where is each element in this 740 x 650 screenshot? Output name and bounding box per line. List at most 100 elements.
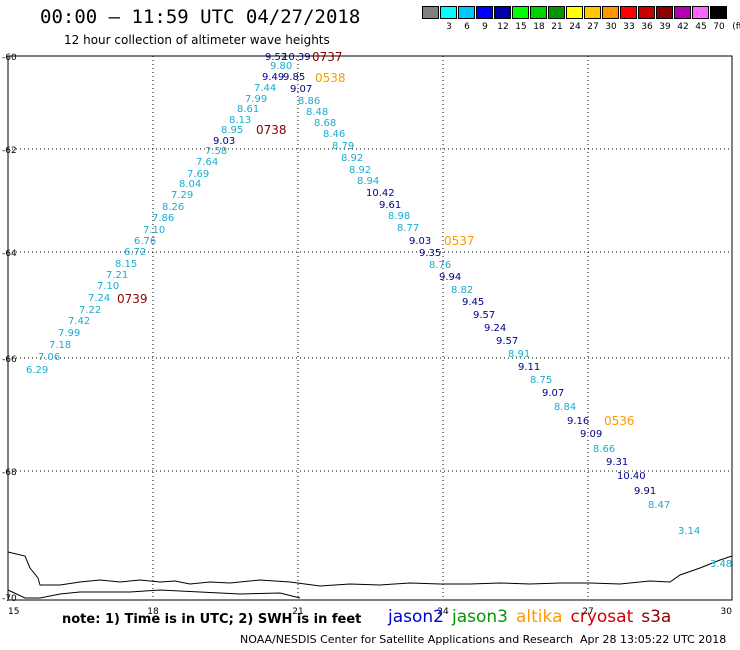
legend-swatch [458, 6, 475, 19]
pass-time-label: 0536 [604, 414, 635, 428]
legend-swatch [566, 6, 583, 19]
y-tick-label: -60 [2, 53, 17, 63]
satellite-label: cryosat [570, 607, 634, 627]
x-tick-label: 21 [292, 607, 303, 617]
wave-height-label: 8.48 [306, 107, 328, 118]
x-tick-label: 24 [437, 607, 449, 617]
wave-height-label: 9.16 [567, 416, 589, 427]
wave-height-label: 8.79 [332, 141, 354, 152]
wave-height-label: 9.57 [496, 336, 518, 347]
satellite-label: jason3 [452, 607, 508, 627]
wave-height-label: 6.76 [134, 236, 156, 247]
legend-swatch-label: 70 [713, 22, 725, 32]
wave-height-label: 7.64 [196, 157, 218, 168]
wave-height-label: 7.99 [58, 328, 80, 339]
legend-swatch-label: 36 [641, 22, 653, 32]
wave-height-label: 6.72 [124, 247, 146, 258]
legend-swatch [476, 6, 493, 19]
wave-height-label: 3.48 [710, 559, 732, 570]
legend-swatch [584, 6, 601, 19]
legend-unit: (ft) [732, 22, 740, 32]
legend-swatch [530, 6, 547, 19]
legend-swatch-label: 3 [446, 22, 452, 32]
wave-height-label: 8.66 [593, 444, 615, 455]
legend-swatch-label: 27 [587, 22, 599, 32]
legend-swatch [656, 6, 673, 19]
y-tick-labels: -60 -62 -64 -66 -68 -70 [2, 53, 17, 604]
credit-line: NOAA/NESDIS Center for Satellite Applica… [240, 633, 574, 646]
wave-height-label: 7.29 [171, 190, 193, 201]
legend-swatch-label: 33 [623, 22, 635, 32]
legend-swatch-label: 39 [659, 22, 671, 32]
y-tick-label: -70 [2, 594, 17, 604]
wave-height-label: 8.98 [388, 211, 410, 222]
wave-height-label: 7.22 [79, 305, 101, 316]
wave-height-label: 7.99 [245, 94, 267, 105]
legend-swatch [674, 6, 691, 19]
wave-height-label: 9.61 [379, 200, 401, 211]
legend-swatch-label: 24 [569, 22, 581, 32]
legend-swatch-label: 45 [695, 22, 707, 32]
legend-swatch-label: 6 [464, 22, 470, 32]
satellite-label: jason2 [388, 607, 444, 627]
wave-height-label: 7.06 [38, 352, 60, 363]
x-tick-label: 15 [8, 607, 19, 617]
x-tick-labels: 15 18 21 24 27 30 [8, 607, 732, 617]
wave-height-label: 9.31 [606, 457, 628, 468]
wave-height-label: 8.26 [162, 202, 184, 213]
wave-height-label: 9.91 [634, 486, 656, 497]
wave-height-label: 9.85 [283, 72, 305, 83]
wave-height-label: 6.29 [26, 365, 48, 376]
pass-time-label: 0737 [312, 50, 343, 64]
wave-height-label: 9.07 [542, 388, 564, 399]
x-tick-label: 18 [147, 607, 159, 617]
wave-height-label: 8.68 [314, 118, 336, 129]
x-tick-label: 27 [582, 607, 593, 617]
wave-height-label: 9.49 [262, 72, 284, 83]
legend-swatch [422, 6, 439, 19]
wave-height-label: 7.10 [143, 225, 165, 236]
time-labels: 0737 0538 0738 0537 0739 0536 [117, 50, 635, 428]
wave-height-label: 9.09 [580, 429, 602, 440]
wave-height-label: 8.15 [115, 259, 137, 270]
color-legend [422, 6, 728, 19]
legend-swatch [602, 6, 619, 19]
wave-height-label: 10.42 [366, 188, 395, 199]
legend-swatch [710, 6, 727, 19]
wave-height-label: 3.14 [678, 526, 700, 537]
wave-height-label: 9.94 [439, 272, 461, 283]
wave-height-label: 9.11 [518, 362, 540, 373]
wave-height-label: 9.03 [409, 236, 431, 247]
wave-height-label: 8.94 [357, 176, 379, 187]
wave-height-label: 9.80 [270, 61, 292, 72]
legend-swatch-label: 15 [515, 22, 527, 32]
legend-swatch [638, 6, 655, 19]
coastline-outer [7, 551, 733, 587]
wave-height-label: 8.92 [341, 153, 363, 164]
legend-swatch-label: 9 [482, 22, 488, 32]
wave-height-label: 8.91 [508, 349, 530, 360]
legend-swatch [512, 6, 529, 19]
wave-height-label: 7.44 [254, 83, 276, 94]
legend-swatch [440, 6, 457, 19]
y-tick-label: -68 [2, 468, 17, 478]
coastline-inner [7, 589, 301, 599]
wave-height-label: 7.86 [152, 213, 174, 224]
map-grid [8, 56, 732, 600]
wave-height-label: 9.35 [419, 248, 441, 259]
page-subtitle: 12 hour collection of altimeter wave hei… [64, 33, 330, 47]
map-frame [7, 55, 733, 601]
page-title: 00:00 — 11:59 UTC 04/27/2018 [40, 6, 361, 28]
satellite-label: s3a [641, 607, 672, 627]
wave-height-label: 8.76 [429, 260, 451, 271]
wave-height-label: 8.92 [349, 165, 371, 176]
y-tick-label: -64 [2, 249, 17, 259]
wave-height-label: 7.69 [187, 169, 209, 180]
legend-swatch-label: 18 [533, 22, 545, 32]
legend-swatch [620, 6, 637, 19]
pass-time-label: 0538 [315, 71, 346, 85]
antarctic-coastline [7, 551, 733, 599]
legend-swatch [494, 6, 511, 19]
